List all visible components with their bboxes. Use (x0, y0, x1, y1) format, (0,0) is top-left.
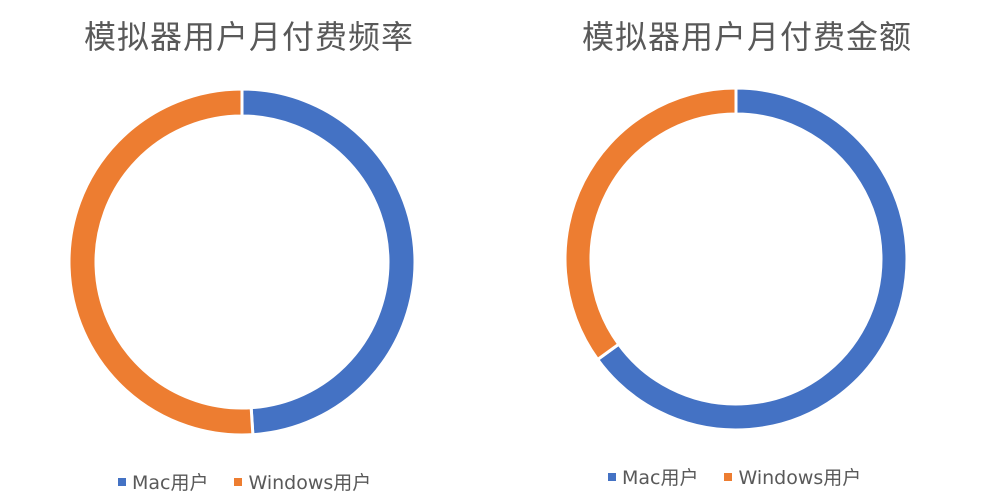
chart-amount: 模拟器用户月付费金额 Mac用户 Windows用户 (498, 0, 996, 504)
chart-legend: Mac用户 Windows用户 (118, 468, 397, 495)
legend-swatch-windows (724, 472, 733, 481)
donut-slice-windows (563, 86, 738, 362)
legend-swatch-windows (234, 477, 243, 486)
donut-chart-frequency (67, 87, 417, 437)
chart-frequency: 模拟器用户月付费频率 Mac用户 Windows用户 (67, 18, 417, 495)
chart-title: 模拟器用户月付费频率 (83, 18, 414, 56)
chart-legend: Mac用户 Windows用户 (608, 463, 887, 490)
chart-title: 模拟器用户月付费金额 (581, 18, 912, 56)
legend-swatch-mac (608, 472, 616, 481)
donut-slice-mac (595, 86, 909, 432)
legend-item-mac: Mac用户 (118, 468, 208, 495)
legend-label: Windows用户 (248, 472, 372, 494)
donut-slice-windows (67, 87, 255, 437)
legend-item-mac: Mac用户 (608, 463, 698, 490)
legend-item-windows: Windows用户 (234, 468, 371, 495)
legend-label: Mac用户 (132, 472, 209, 494)
legend-swatch-mac (118, 477, 126, 486)
legend-label: Mac用户 (622, 467, 699, 489)
donut-chart-amount (563, 86, 909, 432)
legend-item-windows: Windows用户 (724, 463, 861, 490)
legend-label: Windows用户 (738, 467, 862, 489)
donut-slice-mac (240, 87, 417, 437)
